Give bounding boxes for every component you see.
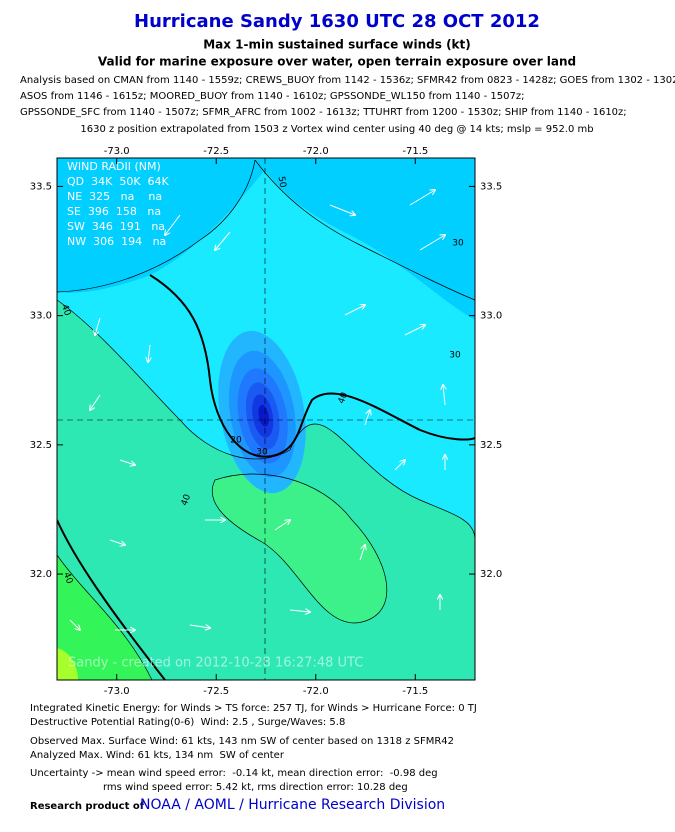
y-tick-label: 32.0 [480, 569, 502, 580]
wind-arrow [274, 520, 290, 531]
y-tick-label: 33.5 [480, 181, 502, 192]
wind-arrow [443, 385, 445, 406]
contour-label: 20 [230, 436, 242, 446]
validity: Valid for marine exposure over water, op… [98, 55, 576, 69]
x-tick-label: -72.0 [303, 686, 329, 697]
wind-arrow [69, 619, 80, 630]
analysis-line: Analysis based on CMAN from 1140 - 1559z… [20, 75, 675, 86]
wind-arrow [189, 625, 210, 628]
wind-arrow [109, 539, 125, 545]
y-tick-label: 33.5 [30, 181, 52, 192]
wind-arrow [394, 460, 405, 471]
wind-arrow [289, 610, 310, 612]
x-tick-label: -71.5 [402, 146, 428, 157]
radii-row: SE 396 158 na [67, 205, 161, 218]
wind-arrow [329, 204, 355, 215]
contour-label: 40 [61, 571, 74, 585]
subtitle: Max 1-min sustained surface winds (kt) [203, 38, 471, 52]
x-tick-label: -73.0 [104, 146, 130, 157]
analysis-line: GPSSONDE_SFC from 1140 - 1507z; SFMR_AFR… [20, 107, 627, 118]
y-tick-label: 32.5 [30, 440, 52, 451]
x-tick-label: -72.5 [203, 146, 229, 157]
radii-title: WIND RADII (NM) [67, 160, 161, 173]
analysis-line: ASOS from 1146 - 1615z; MOORED_BUOY from… [20, 91, 524, 102]
footer-line: Analyzed Max. Wind: 61 kts, 134 nm SW of… [30, 750, 285, 761]
contour-label: 40 [337, 391, 350, 405]
y-tick-label: 33.0 [30, 311, 52, 322]
radii-row: QD 34K 50K 64K [67, 175, 170, 188]
wind-arrow [404, 325, 425, 336]
contour-label: 40 [59, 303, 72, 317]
footer-line: Integrated Kinetic Energy: for Winds > T… [30, 703, 477, 714]
wind-field [57, 158, 475, 680]
wind-arrow [119, 459, 135, 465]
contour-label: 30 [452, 239, 464, 249]
wind-arrow [344, 305, 365, 316]
wind-arrow [364, 410, 370, 426]
footer-org: NOAA / AOML / Hurricane Research Divisio… [140, 797, 445, 813]
wind-arrow [409, 190, 435, 206]
y-tick-label: 32.5 [480, 440, 502, 451]
radii-row: SW 346 191 na [67, 220, 165, 233]
footer-line: Destructive Potential Rating(0-6) Wind: … [30, 717, 345, 728]
wind-arrow [215, 231, 231, 250]
watermark: Sandy - created on 2012-10-28 16:27:48 U… [68, 656, 363, 671]
title: Hurricane Sandy 1630 UTC 28 OCT 2012 [134, 11, 540, 32]
contour-label: 50 [276, 176, 288, 189]
x-tick-label: -72.0 [303, 146, 329, 157]
wind-arrow [90, 394, 101, 410]
contour-label: 30 [449, 351, 461, 361]
radii-row: NW 306 194 na [67, 235, 166, 248]
wind-arrow [95, 317, 101, 335]
wind-arrow [165, 214, 181, 235]
wind-arrow [148, 344, 150, 362]
footer-line: Observed Max. Surface Wind: 61 kts, 143 … [30, 736, 454, 747]
footer-research: Research product of [30, 801, 145, 812]
map-frame [56, 157, 476, 681]
position-note: 1630 z position extrapolated from 1503 z… [80, 124, 593, 135]
x-tick-label: -73.0 [104, 686, 130, 697]
wind-arrow [359, 545, 365, 561]
wind-arrow [419, 235, 445, 251]
contour-label: 30 [256, 448, 268, 458]
radii-row: NE 325 na na [67, 190, 162, 203]
contour-label: 40 [180, 493, 193, 507]
y-tick-label: 33.0 [480, 311, 502, 322]
x-tick-label: -71.5 [402, 686, 428, 697]
footer-line: rms wind speed error: 5.42 kt, rms direc… [103, 782, 408, 793]
y-tick-label: 32.0 [30, 569, 52, 580]
footer-line: Uncertainty -> mean wind speed error: -0… [30, 768, 438, 779]
x-tick-label: -72.5 [203, 686, 229, 697]
